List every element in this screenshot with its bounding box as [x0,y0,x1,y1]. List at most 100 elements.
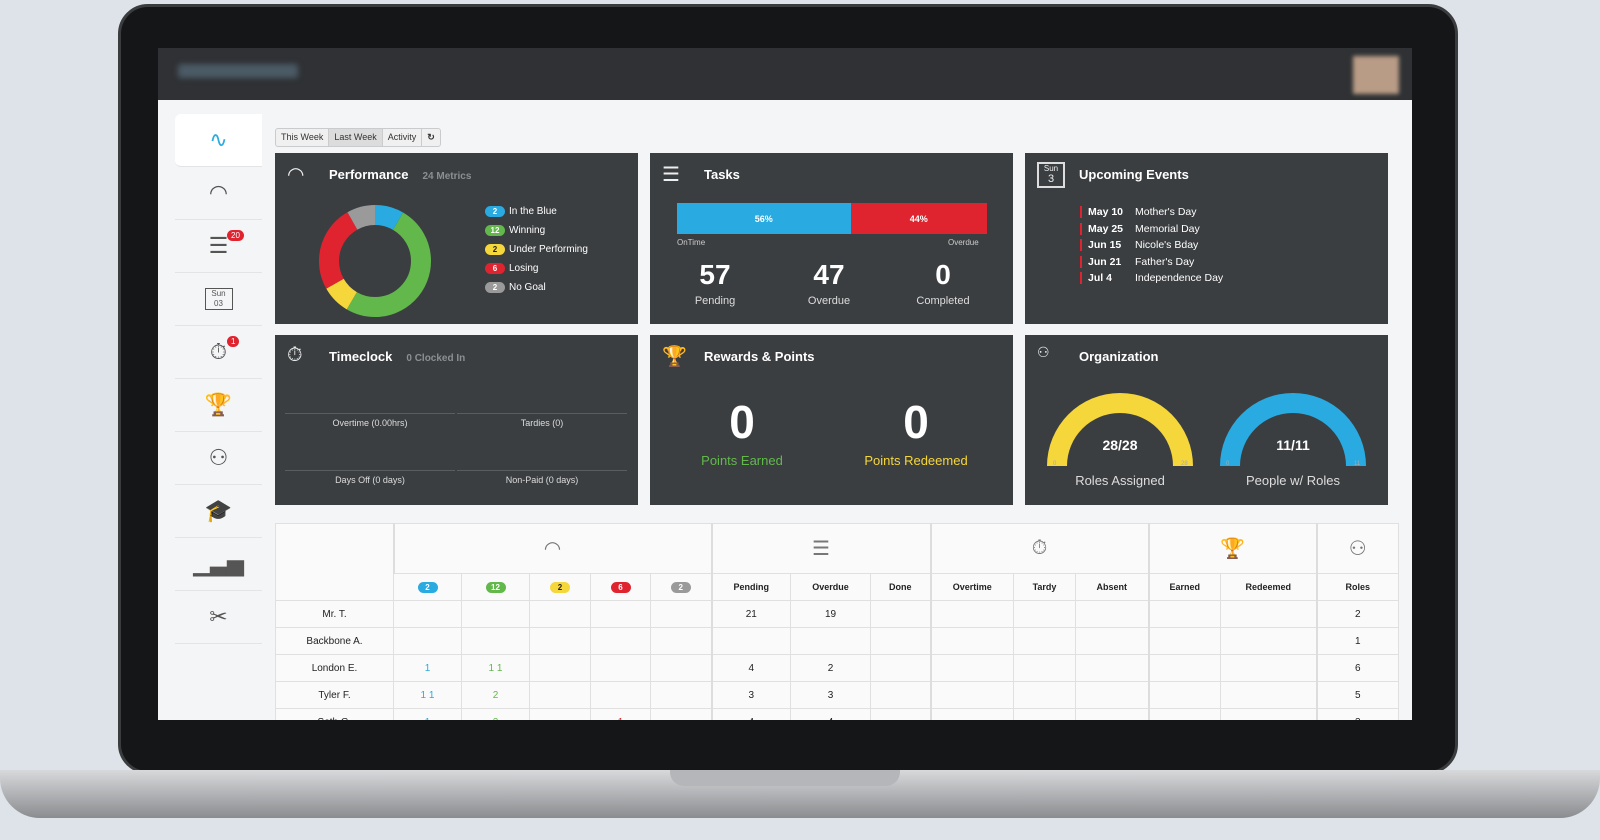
value-cell [929,654,1014,682]
value-cell: 3 [1315,708,1399,720]
sidebar-item-bar-chart[interactable]: ▁▃▅ [175,538,262,591]
perf-cell [461,627,530,655]
perf-column-header[interactable]: 2 [393,573,462,601]
gauge-arc [1047,393,1193,466]
column-header-tardy[interactable]: Tardy [1013,573,1076,601]
tab-this-week[interactable]: This Week [276,129,330,146]
column-header-pending[interactable]: Pending [710,573,791,601]
perf-badge: 2 [417,581,438,593]
column-header-row: 2 12 2 6 2 Pending Overdue Done Overtime Tardy Abs… [276,573,1399,601]
value-cell [929,600,1014,628]
row-name: Mr. T. [275,600,394,628]
legend-label: In the Blue [509,206,557,217]
perf-badge: 2 [550,581,570,593]
donut-slice-losing [319,205,431,317]
value-cell [1075,627,1149,655]
legend-count: 2 [485,282,505,293]
rewards-card[interactable]: 🏆 Rewards & Points 0 Points Earned 0 Poi… [650,335,1013,505]
value-cell [1147,681,1221,709]
column-header-overdue[interactable]: Overdue [790,573,871,601]
timer-icon: ⏱ [1031,537,1048,559]
value-cell: 5 [1315,681,1399,709]
group-gauge: ◠ [392,523,712,574]
ontime-caption: OnTime [677,238,706,247]
value-cell [1075,708,1149,720]
sidebar-item-calendar[interactable]: Sun 03 [175,273,262,326]
gauge-min: 0 [1226,461,1230,467]
organization-card[interactable]: ⚇ Organization 28/28 0 28 Roles Assigned 11/… [1025,335,1388,505]
perf-cell [529,708,591,720]
sidebar-item-activity-pulse[interactable]: ∿ [175,114,262,167]
sidebar-item-org-chart[interactable]: ⚇ [175,432,262,485]
value-cell [1075,681,1149,709]
upcoming-events-card[interactable]: Sun 3 Upcoming Events May 10 Mother's Day M… [1025,153,1388,324]
timer-icon: ⏱ [287,344,303,366]
sidebar-item-timer[interactable]: ⏱ 1 [175,326,262,379]
column-header-done[interactable]: Done [870,573,931,601]
refresh-icon[interactable]: ↻ [427,132,435,142]
gauge-people-w-roles: 11/11 0 11 People w/ Roles [1218,393,1368,498]
column-header-redeemed[interactable]: Redeemed [1220,573,1317,601]
perf-column-header[interactable]: 2 [650,573,712,601]
avatar[interactable] [1353,56,1399,94]
timeclock-stat: Non-Paid (0 days) [457,470,627,485]
performance-card[interactable]: ◠ Performance 24 Metrics 2 In the Blue 12 Wi… [275,153,638,324]
event-date: May 25 [1080,222,1135,235]
perf-column-header[interactable]: 12 [461,573,530,601]
column-header-earned[interactable]: Earned [1147,573,1221,601]
task-stat-value: 0 [935,259,951,290]
perf-column-header[interactable]: 2 [529,573,591,601]
event-item[interactable]: Jul 4 Independence Day [1080,272,1223,284]
table-row[interactable]: Backbone A. 1 [275,627,1399,655]
app-logo[interactable] [178,64,298,78]
gauge-max: 11 [1354,461,1361,467]
tasks-title: Tasks [704,167,740,182]
event-item[interactable]: May 10 Mother's Day [1080,206,1197,218]
legend-count: 12 [485,225,505,236]
calendar-icon: Sun 03 [204,288,233,310]
organization-title: Organization [1079,349,1159,364]
column-header-overtime[interactable]: Overtime [929,573,1014,601]
column-header-absent[interactable]: Absent [1075,573,1149,601]
legend-label: No Goal [509,282,546,293]
table-row[interactable]: Mr. T. 21 19 2 [275,600,1399,628]
perf-badge: 2 [670,581,691,593]
sidebar-item-graduation-cap[interactable]: 🎓 [175,485,262,538]
sidebar-item-gauge[interactable]: ◠ [175,167,262,220]
value-cell [1220,708,1317,720]
legend-item: 12 Winning [485,225,545,236]
calendar-icon-weekday: Sun [1043,164,1059,173]
perf-column-header[interactable]: 6 [590,573,651,601]
points-earned-label: Points Earned [701,453,783,468]
event-item[interactable]: May 25 Memorial Day [1080,222,1200,235]
event-item[interactable]: Jun 21 Father's Day [1080,255,1194,268]
tasks-icon: ☰ [812,538,830,560]
sidebar-item-tasks[interactable]: ☰ 20 [175,220,262,273]
group-header-row: ◠ ☰ ⏱ 🏆 ⚇ [275,523,1399,601]
timeclock-title: Timeclock [329,349,393,364]
tools-icon: ✂ [209,604,228,629]
value-cell: 19 [790,600,871,628]
overdue-caption: Overdue [948,238,979,247]
gauge-label: Roles Assigned [1075,473,1165,488]
event-name: Mother's Day [1135,206,1197,218]
tab-last-week[interactable]: Last Week [329,129,383,146]
tasks-card[interactable]: ☰ Tasks 56% 44% OnTime Overdue 57 Pending… [650,153,1013,324]
sidebar-item-tools[interactable]: ✂ [175,591,262,644]
timeclock-stat: Tardies (0) [457,413,627,428]
timeclock-stat: Overtime (0.00hrs) [285,413,455,428]
column-header-roles[interactable]: Roles [1315,573,1399,601]
sidebar-item-trophy[interactable]: 🏆 [175,379,262,432]
task-stat-label: Completed [916,295,970,307]
timeclock-card[interactable]: ⏱ Timeclock 0 Clocked In Overtime (0.00hr… [275,335,638,505]
event-item[interactable]: Jun 15 Nicole's Bday [1080,239,1198,251]
value-cell [1147,708,1221,720]
perf-cell [529,681,591,709]
timeclock-stat: Days Off (0 days) [285,470,455,485]
tab-activity[interactable]: Activity [383,129,423,146]
event-name: Independence Day [1135,272,1224,284]
table-row[interactable]: Seth G.121443 [275,708,1399,720]
value-cell [1220,600,1317,628]
